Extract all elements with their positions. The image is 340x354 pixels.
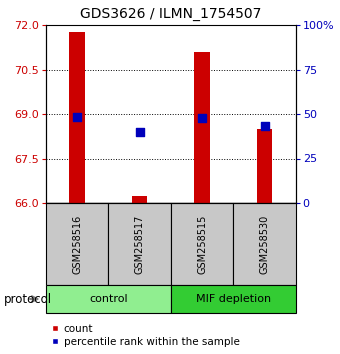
Point (262, 124, 267, 129)
Bar (171, 203, 233, 285)
Bar (132, 196, 148, 203)
Bar (233, 203, 296, 285)
Bar (171, 285, 296, 313)
Text: GSM258530: GSM258530 (259, 215, 270, 274)
Bar (194, 52, 210, 203)
Text: control: control (89, 294, 128, 304)
Text: MIF depletion: MIF depletion (196, 294, 271, 304)
Text: GSM258515: GSM258515 (197, 214, 207, 274)
Bar (108, 203, 171, 285)
Text: protocol: protocol (3, 292, 52, 306)
Legend: count, percentile rank within the sample: count, percentile rank within the sample (51, 324, 239, 347)
Bar (46, 203, 108, 285)
Bar (46, 285, 171, 313)
Title: GDS3626 / ILMN_1754507: GDS3626 / ILMN_1754507 (80, 7, 261, 21)
Point (137, 129, 142, 135)
Text: GSM258517: GSM258517 (135, 214, 144, 274)
Point (74, 114, 80, 120)
Bar (257, 129, 272, 203)
Point (199, 115, 205, 120)
Bar (69, 33, 85, 203)
Text: GSM258516: GSM258516 (72, 215, 82, 274)
